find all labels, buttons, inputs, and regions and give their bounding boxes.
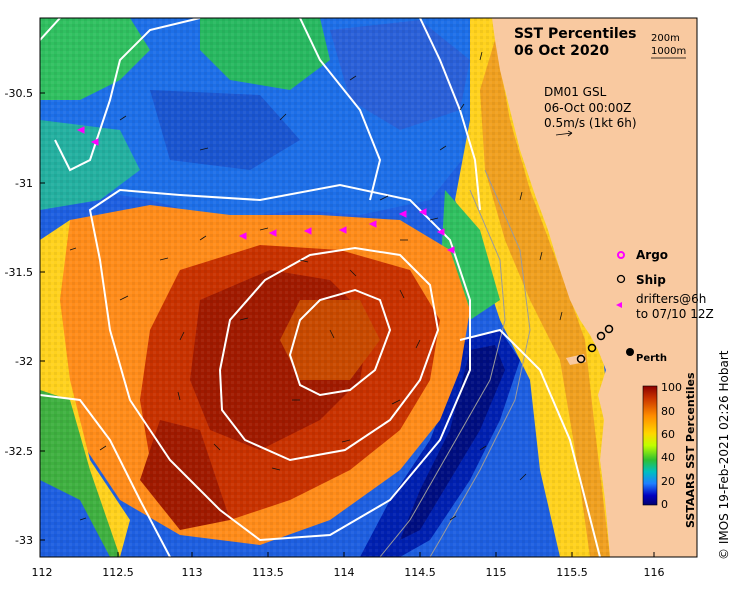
svg-text:113.5: 113.5 [252,566,284,579]
svg-text:-32.5: -32.5 [5,445,33,458]
colorbar-scale [642,385,658,506]
drifter-label-1: drifters@6h [636,292,706,306]
symbol-legend: Argo Ship drifters@6h to 07/10 12Z [616,248,714,321]
depth-1000m: 1000m [651,46,686,57]
ship-label: Ship [636,273,666,287]
svg-text:0: 0 [661,498,668,511]
svg-text:114: 114 [334,566,355,579]
svg-text:116: 116 [644,566,665,579]
svg-text:20: 20 [661,475,675,488]
current-scale: 0.5m/s (1kt 6h) [544,116,637,130]
scale-arrow [555,130,573,137]
svg-text:112.5: 112.5 [102,566,134,579]
sea-level-contours [40,18,601,557]
plot-frame [39,17,698,558]
map-title: SST Percentiles [514,26,637,42]
drifter-tracks [76,126,455,254]
credit-text: © IMOS 19-Feb-2021 02:26 Hobart [717,350,731,560]
svg-text:-33: -33 [15,534,33,547]
svg-text:114.5: 114.5 [404,566,436,579]
svg-text:-31.5: -31.5 [5,266,33,279]
argo-symbol [617,251,625,259]
perth-marker [626,348,634,356]
svg-text:113: 113 [182,566,203,579]
current-vectors [69,51,563,521]
y-axis: -30.5 -31 -31.5 -32 -32.5 -33 [5,87,45,547]
svg-text:-32: -32 [15,355,33,368]
svg-text:-31: -31 [15,177,33,190]
bathymetry-contours [379,169,531,557]
ship-markers [576,324,614,364]
depth-200m: 200m [651,33,680,44]
x-axis: 112 112.5 113 113.5 114 114.5 115 115.5 … [32,552,665,579]
drifter-symbol [616,302,622,308]
sst-field: Perth [40,18,697,557]
drifter-label-2: to 07/10 12Z [636,307,714,321]
svg-text:112: 112 [32,566,53,579]
svg-text:100: 100 [661,381,682,394]
perth-label: Perth [636,353,667,364]
svg-text:115.5: 115.5 [556,566,588,579]
map-date: 06 Oct 2020 [514,43,609,59]
svg-text:-30.5: -30.5 [5,87,33,100]
colorbar-label: SSTAARS SST Percentiles [684,372,697,528]
svg-text:80: 80 [661,405,675,418]
svg-text:115: 115 [486,566,507,579]
colorbar: 100 80 60 40 20 0 SSTAARS SST Percentile… [642,372,697,528]
current-time: 06-Oct 00:00Z [544,101,631,115]
ship-symbol [616,274,626,284]
svg-text:40: 40 [661,451,675,464]
svg-text:60: 60 [661,428,675,441]
current-source: DM01 GSL [544,85,607,99]
argo-label: Argo [636,248,668,262]
